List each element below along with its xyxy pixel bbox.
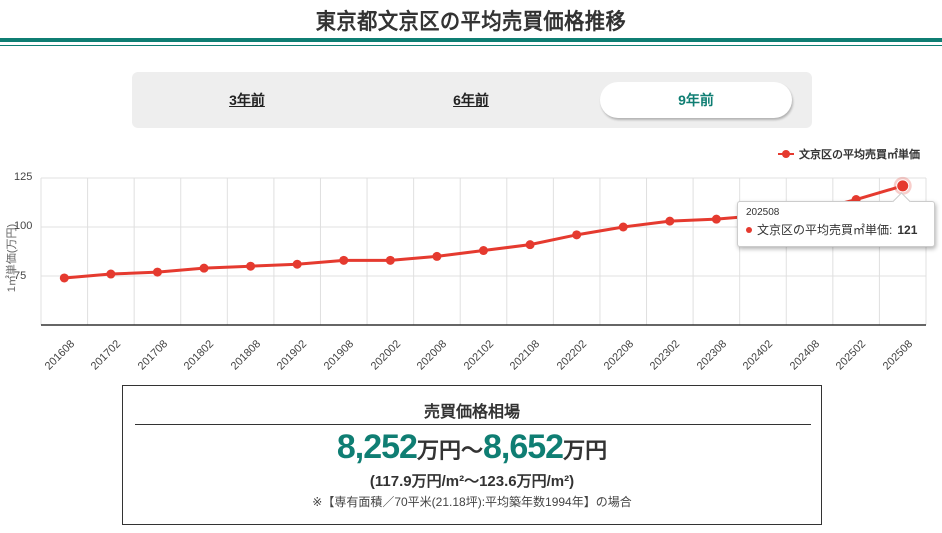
chart-legend[interactable]: 文京区の平均売買㎡単価	[778, 146, 920, 162]
title-divider-thin	[0, 45, 942, 46]
price-per-sqm: (117.9万円/m²〜123.6万円/m²)	[369, 473, 575, 490]
tooltip-series: 文京区の平均売買㎡単価:	[757, 223, 893, 237]
price-range-box: 売買価格相場 8,252万円〜8,652万円 (117.9万円/m²〜123.6…	[122, 385, 822, 525]
title-divider-thick	[0, 38, 942, 42]
price-range: 8,252万円〜8,652万円	[123, 428, 821, 467]
tooltip-value: 121	[897, 222, 918, 237]
price-box-title: 売買価格相場	[423, 404, 520, 421]
tab-6-years[interactable]: 6年前	[396, 82, 546, 118]
price-separator: 〜	[460, 438, 483, 463]
legend-label: 文京区の平均売買㎡単価	[799, 149, 920, 161]
y-tick: 125	[14, 171, 33, 183]
y-tick: 100	[14, 220, 33, 232]
page-title: 東京都文京区の平均売買価格推移	[315, 9, 627, 34]
y-tick: 75	[14, 270, 27, 282]
period-tabs: 3年前 6年前 9年前	[132, 72, 812, 128]
tab-label: 3年前	[229, 92, 265, 108]
tooltip-date: 202508	[746, 207, 780, 218]
series-dot-icon	[746, 226, 752, 233]
price-box-divider	[135, 424, 811, 425]
price-chart: 文京区の平均売買㎡単価 1㎡単価(万円) 125 100 75 201608 20…	[0, 140, 942, 380]
price-high: 8,652	[483, 428, 564, 466]
tab-3-years[interactable]: 3年前	[172, 82, 322, 118]
price-unit: 万円	[563, 438, 608, 463]
legend-marker-icon	[778, 150, 794, 158]
tab-label: 6年前	[453, 92, 489, 108]
price-low: 8,252	[336, 428, 418, 466]
price-note: ※【専有面積／70平米(21.18坪):平均築年数1994年】の場合	[312, 495, 632, 509]
price-unit: 万円	[416, 438, 461, 463]
chart-plot	[40, 176, 927, 326]
chart-tooltip: 202508 文京区の平均売買㎡単価: 121	[737, 201, 935, 247]
tab-label: 9年前	[678, 92, 714, 108]
tab-9-years[interactable]: 9年前	[600, 82, 792, 118]
